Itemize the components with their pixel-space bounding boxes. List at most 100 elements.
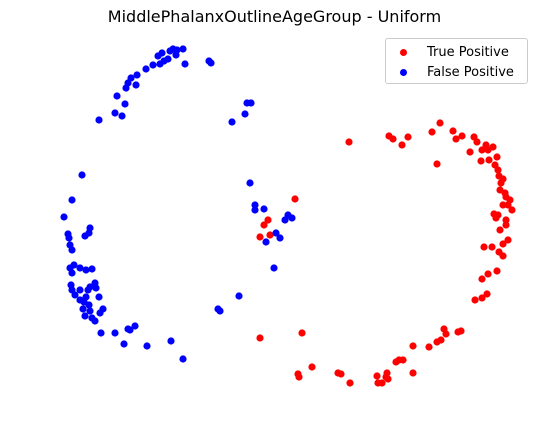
true-positive-point	[256, 233, 264, 241]
false-positive-point	[167, 337, 175, 345]
false-positive-point	[68, 246, 76, 254]
false-positive-point	[179, 45, 187, 53]
true-positive-point	[478, 146, 486, 154]
false-positive-point	[85, 229, 93, 237]
false-positive-point	[235, 292, 243, 300]
chart-title: MiddlePhalanxOutlineAgeGroup - Uniform	[107, 7, 442, 26]
false-positive-point	[132, 81, 140, 89]
false-positive-point	[95, 116, 103, 124]
true-positive-point	[504, 201, 512, 209]
true-positive-point	[425, 343, 433, 351]
false-positive-point	[78, 171, 86, 179]
true-positive-point	[428, 128, 436, 136]
false-positive-point	[111, 329, 119, 337]
true-positive-point	[508, 206, 516, 214]
true-positive-point	[478, 294, 486, 302]
true-positive-point	[499, 201, 507, 209]
false-positive-point	[149, 61, 157, 69]
true-positive-point	[409, 369, 417, 377]
true-positive-point	[398, 141, 406, 149]
true-positive-point	[433, 160, 441, 168]
true-positive-point	[291, 195, 299, 203]
false-positive-point	[260, 205, 268, 213]
true-positive-point	[260, 221, 268, 229]
false-positive-point	[76, 286, 84, 294]
false-positive-point	[143, 342, 151, 350]
false-positive-point	[76, 264, 84, 272]
false-positive-point	[158, 49, 166, 57]
false-positive-point	[156, 60, 164, 68]
false-positive-point	[120, 340, 128, 348]
true-positive-point	[485, 156, 493, 164]
true-positive-point	[436, 119, 444, 127]
true-positive-point	[477, 157, 485, 165]
true-positive-point	[298, 329, 306, 337]
false-positive-point	[65, 234, 73, 242]
true-positive-point	[449, 127, 457, 135]
false-positive-point	[262, 238, 270, 246]
false-positive-point	[179, 355, 187, 363]
true-positive-point	[384, 375, 392, 383]
false-positive-point	[92, 284, 100, 292]
true-positive-point	[478, 275, 486, 283]
false-positive-point	[207, 59, 215, 67]
false-positive-point	[276, 234, 284, 242]
true-positive-point	[496, 226, 504, 234]
true-positive-point	[374, 379, 382, 387]
false-positive-point	[241, 110, 249, 118]
false-positive-point	[181, 60, 189, 68]
true-positive-point	[470, 133, 478, 141]
legend: True Positive False Positive	[385, 38, 528, 84]
false-positive-point	[60, 213, 68, 221]
false-positive-point	[86, 307, 94, 315]
true-positive-point	[454, 328, 462, 336]
legend-item-false-positive: False Positive	[386, 62, 514, 82]
true-positive-point	[490, 210, 498, 218]
true-positive-point	[334, 369, 342, 377]
true-positive-point	[266, 231, 274, 239]
false-positive-point	[131, 322, 139, 330]
true-positive-point	[497, 179, 505, 187]
true-positive-point	[399, 356, 407, 364]
false-positive-point	[270, 264, 278, 272]
false-positive-point	[122, 84, 130, 92]
true-positive-point	[294, 370, 302, 378]
false-positive-point	[97, 329, 105, 337]
legend-label-false-positive: False Positive	[427, 64, 514, 80]
legend-marker-true-positive	[400, 48, 407, 56]
true-positive-point	[256, 334, 264, 342]
true-positive-point	[389, 135, 397, 143]
true-positive-point	[480, 243, 488, 251]
false-positive-point	[81, 312, 89, 320]
true-positive-point	[493, 267, 501, 275]
true-positive-point	[452, 135, 460, 143]
false-positive-point	[113, 92, 121, 100]
false-positive-point	[133, 71, 141, 79]
false-positive-point	[95, 293, 103, 301]
true-positive-point	[373, 372, 381, 380]
false-positive-point	[228, 118, 236, 126]
true-positive-point	[466, 148, 474, 156]
false-positive-point	[118, 112, 126, 120]
true-positive-point	[502, 221, 510, 229]
true-positive-point	[308, 363, 316, 371]
true-positive-point	[404, 133, 412, 141]
true-positive-point	[499, 240, 507, 248]
true-positive-point	[504, 236, 512, 244]
false-positive-point	[288, 214, 296, 222]
false-positive-point	[67, 281, 75, 289]
false-positive-point	[216, 307, 224, 315]
false-positive-point	[71, 291, 79, 299]
false-positive-point	[68, 269, 76, 277]
false-positive-point	[88, 265, 96, 273]
true-positive-point	[346, 379, 354, 387]
false-positive-point	[246, 179, 254, 187]
true-positive-point	[494, 166, 502, 174]
false-positive-point	[251, 201, 259, 209]
false-positive-point	[82, 266, 90, 274]
false-positive-point	[85, 301, 93, 309]
false-positive-point	[96, 309, 104, 317]
false-positive-point	[172, 51, 180, 59]
true-positive-point	[488, 243, 496, 251]
false-positive-point	[86, 283, 94, 291]
